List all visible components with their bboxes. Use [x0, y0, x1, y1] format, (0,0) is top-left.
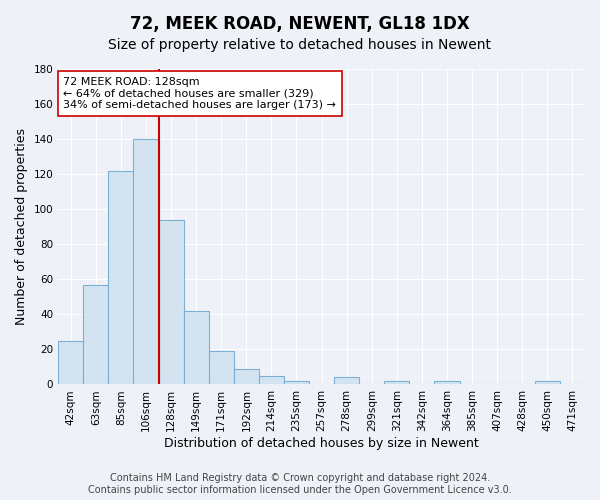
Y-axis label: Number of detached properties: Number of detached properties [15, 128, 28, 325]
X-axis label: Distribution of detached houses by size in Newent: Distribution of detached houses by size … [164, 437, 479, 450]
Bar [234, 368, 259, 384]
Text: 72, MEEK ROAD, NEWENT, GL18 1DX: 72, MEEK ROAD, NEWENT, GL18 1DX [130, 15, 470, 33]
Bar [385, 381, 409, 384]
Bar [334, 378, 359, 384]
Bar [158, 220, 184, 384]
Text: 72 MEEK ROAD: 128sqm
← 64% of detached houses are smaller (329)
34% of semi-deta: 72 MEEK ROAD: 128sqm ← 64% of detached h… [64, 77, 337, 110]
Bar [284, 381, 309, 384]
Bar [184, 311, 209, 384]
Bar [109, 170, 133, 384]
Bar [434, 381, 460, 384]
Bar [535, 381, 560, 384]
Bar [259, 376, 284, 384]
Bar [209, 351, 234, 384]
Bar [58, 340, 83, 384]
Text: Size of property relative to detached houses in Newent: Size of property relative to detached ho… [109, 38, 491, 52]
Bar [133, 139, 158, 384]
Bar [83, 284, 109, 384]
Text: Contains HM Land Registry data © Crown copyright and database right 2024.
Contai: Contains HM Land Registry data © Crown c… [88, 474, 512, 495]
